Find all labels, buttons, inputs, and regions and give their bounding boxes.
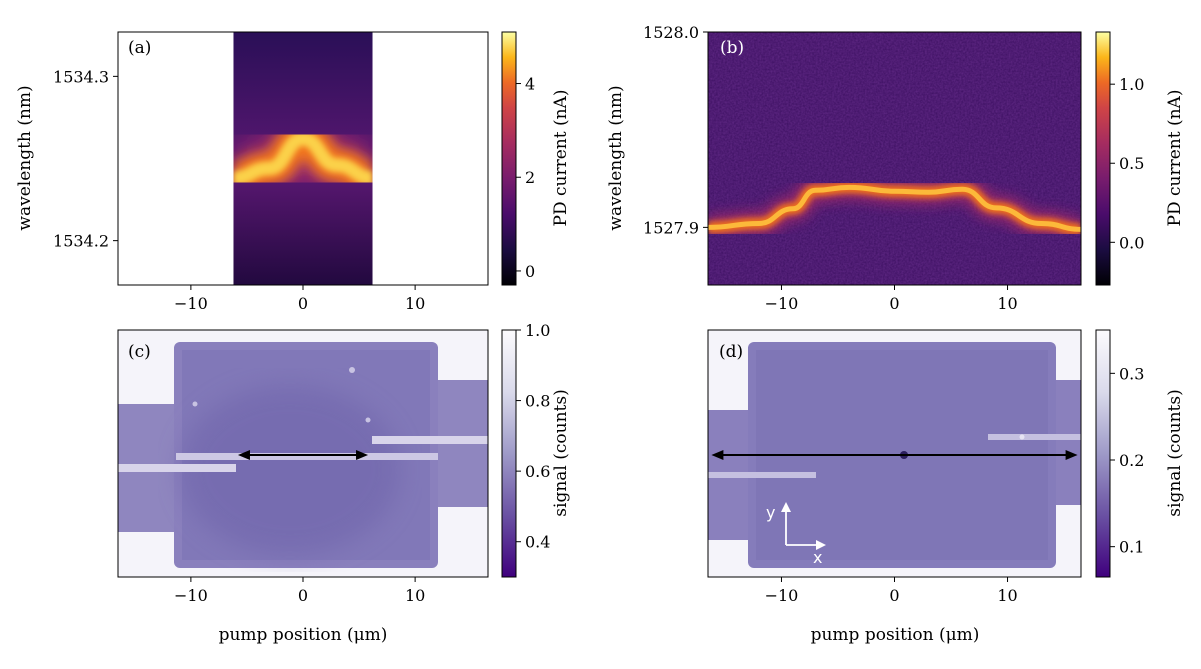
panel-c-xtick-label: −10	[174, 586, 208, 605]
panel-d-colorbar-ticks: 0.1 0.2 0.3	[1110, 364, 1144, 557]
panel-a-colorbar-tick-label: 4	[525, 75, 535, 94]
panel-b-label: (b)	[720, 38, 744, 58]
panel-c-arrow-right-head	[356, 450, 369, 460]
panel-b-peak-line	[708, 184, 1081, 232]
panel-d-waveguide-strip-right	[988, 434, 1081, 440]
panel-a-colorbar-ticks: 0 2 4	[516, 75, 535, 281]
panel-b-xtick-label: 0	[889, 294, 899, 313]
panel-c-colorbar-tick-label: 0.4	[525, 533, 550, 552]
panel-b-colorbar-ticks: 0.0 0.5 1.0	[1110, 75, 1144, 252]
panel-a: −10 0 10 1534.2 1534.3 (a) wavelength (nm) 0…	[15, 31, 571, 313]
panel-b-xtick-label: −10	[765, 294, 799, 313]
panel-c-dust-1	[349, 367, 355, 373]
panel-c-label: (c)	[128, 342, 151, 362]
panel-c-colorbar-tick-label: 1.0	[525, 321, 550, 340]
panel-c-colorbar-tick-label: 0.6	[525, 462, 550, 481]
panel-a-peak-band	[233, 107, 373, 210]
panel-a-xtick-label: −10	[174, 294, 208, 313]
panel-c-colorbar-tick-label: 0.8	[525, 392, 550, 411]
panel-d-label: (d)	[719, 342, 743, 362]
panel-b-ticks: −10 0 10 1527.9 1528.0	[643, 23, 1018, 313]
panel-d-xtick-label: −10	[765, 586, 799, 605]
panel-c-xlabel: pump position (μm)	[219, 625, 388, 645]
panel-a-xtick-label: 0	[298, 294, 308, 313]
panel-c-waveguide-strip-left	[118, 464, 236, 472]
panel-d-colorbar-tick-label: 0.3	[1119, 364, 1144, 383]
panel-b-peak-band	[708, 174, 1081, 243]
panel-c-xtick-label: 10	[405, 586, 425, 605]
panel-c-waveguide-strip-mid	[176, 453, 438, 460]
panel-a-colorbar-label: PD current (nA)	[551, 90, 571, 227]
panel-a-colorbar	[501, 31, 517, 286]
panel-c-dark-spot	[180, 385, 400, 555]
panel-b-noise	[708, 32, 1081, 285]
panel-c-xtick-label: 0	[298, 586, 308, 605]
panel-d-arrow-left-head	[711, 450, 724, 460]
panel-b: −10 0 10 1527.9 1528.0 (b) wavelength (nm) 0…	[606, 23, 1185, 313]
panel-a-colorbar-tick-label: 0	[525, 262, 535, 281]
panel-c-colorbar-ticks: 0.4 0.6 0.8 1.0	[516, 321, 550, 552]
panel-a-ylabel: wavelength (nm)	[15, 85, 35, 230]
panel-d-xtick-label: 10	[997, 586, 1017, 605]
panel-b-colorbar	[1095, 31, 1111, 286]
panel-c-arrow-left-head	[237, 450, 250, 460]
panel-a-ytick-label: 1534.2	[53, 232, 109, 251]
panel-b-xtick-label: 10	[997, 294, 1017, 313]
panel-d-xtick-label: 0	[889, 586, 899, 605]
panel-d-colorbar-tick-label: 0.2	[1119, 451, 1144, 470]
panel-d-colorbar	[1095, 329, 1111, 578]
panel-b-colorbar-label: PD current (nA)	[1165, 90, 1185, 227]
panel-b-colorbar-tick-label: 1.0	[1119, 75, 1144, 94]
panel-c-colorbar-label: signal (counts)	[551, 389, 571, 516]
panel-c: −10 0 10 (c) pump position (μm) 0.4 0.6 0.8 1…	[117, 321, 571, 645]
panel-d-xlabel: pump position (μm)	[811, 625, 980, 645]
panel-d-arrow-right-head	[1065, 450, 1078, 460]
panel-d-axis-glyph-y-head	[781, 502, 791, 512]
panel-d-ticks: −10 0 10	[765, 577, 1018, 605]
panel-c-colorbar	[501, 329, 517, 578]
panel-d-dust-1	[1019, 434, 1025, 440]
panel-a-peak-line	[233, 131, 373, 186]
panel-b-ytick-label: 1527.9	[643, 218, 699, 237]
panel-a-ytick-label: 1534.3	[53, 67, 109, 86]
panel-d-colorbar-tick-label: 0.1	[1119, 538, 1144, 557]
panel-b-colorbar-tick-label: 0.0	[1119, 233, 1144, 252]
panel-d-axis-glyph-x-label: x	[813, 548, 822, 567]
panel-d-axis-glyph-y-label: y	[766, 503, 775, 522]
panel-a-ticks: −10 0 10 1534.2 1534.3	[53, 67, 425, 313]
panel-b-ytick-label: 1528.0	[643, 23, 699, 42]
panel-d-axis-glyph: y x	[766, 502, 826, 567]
panel-a-xtick-label: 10	[405, 294, 425, 313]
panel-d-colorbar-label: signal (counts)	[1165, 389, 1185, 516]
panel-b-colorbar-tick-label: 0.5	[1119, 154, 1144, 173]
panel-a-label: (a)	[128, 38, 151, 58]
panel-c-ticks: −10 0 10	[174, 577, 425, 605]
panel-c-waveguide-strip-right	[372, 436, 488, 444]
panel-d: y x −10 0 10 (d) pump position (μm) 0.1 0.2…	[707, 329, 1185, 645]
panel-d-waveguide-strip-left	[708, 472, 816, 478]
panel-c-dust-2	[192, 401, 198, 407]
panel-a-colorbar-tick-label: 2	[525, 168, 535, 187]
panel-b-ylabel: wavelength (nm)	[606, 85, 626, 230]
panel-d-axis-glyph-x-head	[816, 540, 826, 550]
panel-c-dust-3	[365, 417, 371, 423]
